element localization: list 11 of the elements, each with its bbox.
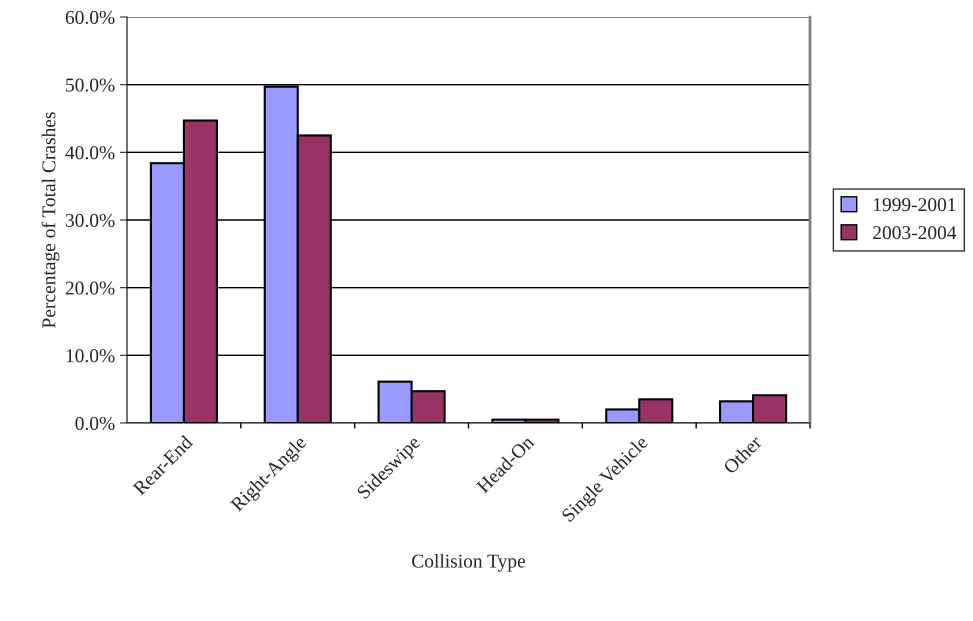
y-tick-label: 60.0%	[66, 10, 115, 24]
y-tick-label: 10.0%	[66, 349, 115, 362]
y-tick-label: 50.0%	[66, 78, 115, 92]
legend-label: 1999-2001	[874, 198, 956, 212]
legend-label: 2003-2004	[873, 226, 956, 240]
y-tick-label: 30.0%	[66, 214, 115, 228]
y-tick-label: 0.0%	[75, 416, 115, 430]
x-axis-title: Collision Type	[412, 554, 526, 572]
y-tick-label: 20.0%	[66, 281, 115, 295]
y-tick-label: 40.0%	[65, 146, 115, 160]
y-axis-title: Percentage of Total Crashes	[42, 112, 60, 328]
